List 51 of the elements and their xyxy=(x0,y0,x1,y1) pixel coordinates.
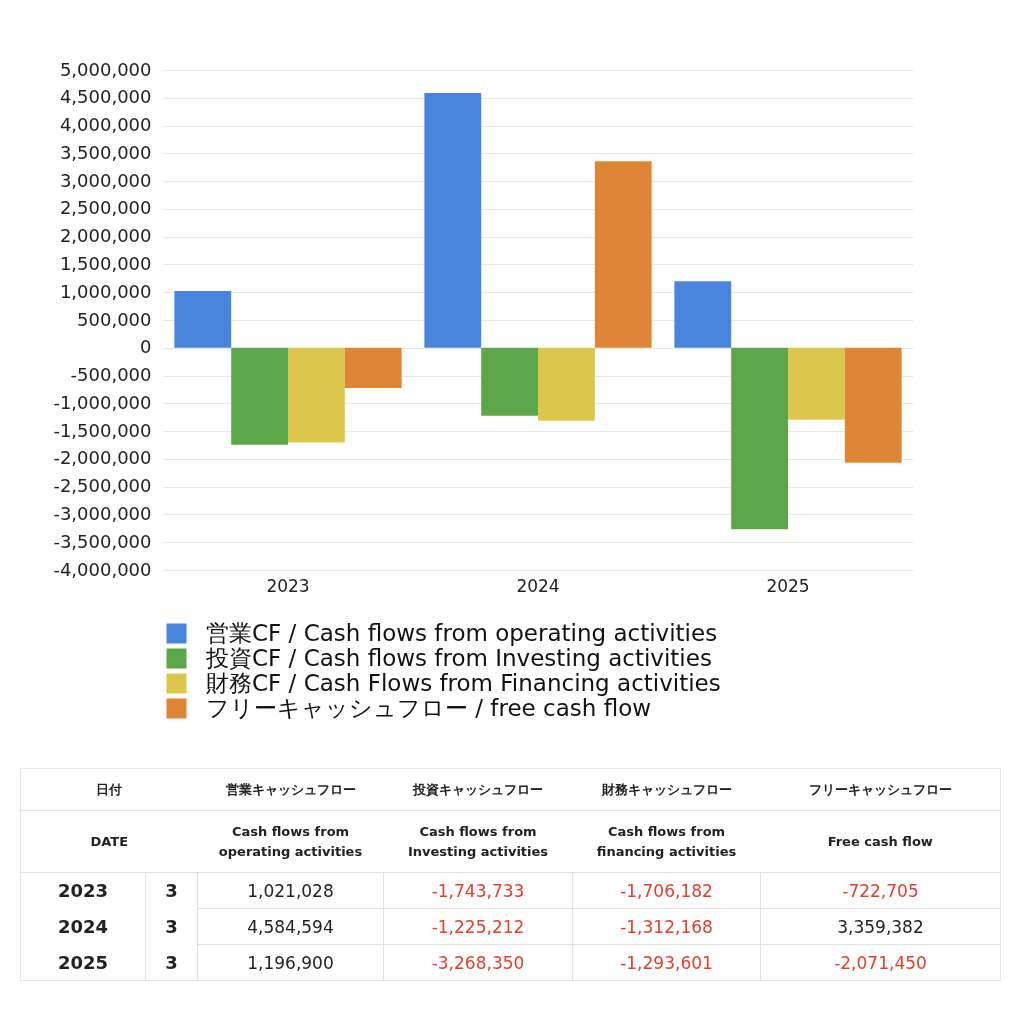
y-tick-label: -2,000,000 xyxy=(53,447,152,469)
legend-label: 営業CF / Cash flows from operating activities xyxy=(206,619,718,646)
y-tick-label: 2,000,000 xyxy=(59,225,152,247)
text: -1,312,168 xyxy=(572,908,761,945)
y-tick-label: 4,000,000 xyxy=(59,114,152,136)
text: 日付 xyxy=(20,768,198,811)
text: DATE xyxy=(20,810,198,873)
category-label: 2023 xyxy=(57,880,109,902)
x-tick-label: 2023 xyxy=(266,575,310,596)
text: 財務キャッシュフロー xyxy=(572,768,761,811)
text: -1,743,733 xyxy=(383,872,573,909)
text: -1,293,601 xyxy=(572,944,761,981)
y-tick-label: -2,500,000 xyxy=(53,475,152,497)
text: 4,584,594 xyxy=(197,908,384,945)
y-tick-label: -1,500,000 xyxy=(53,419,152,441)
text: Free cash flow xyxy=(760,810,1001,873)
y-tick-label: 1,000,000 xyxy=(59,280,152,302)
y-tick-label: 0 xyxy=(140,336,152,358)
y-tick-label: 3,500,000 xyxy=(59,141,152,163)
y-tick-label: -3,000,000 xyxy=(53,502,152,524)
text: 3 xyxy=(145,944,198,981)
category-label: 2024 xyxy=(57,916,109,937)
y-tick-label: -500,000 xyxy=(70,364,152,386)
category-label: 2025 xyxy=(57,951,109,973)
text: 1,196,900 xyxy=(197,944,384,981)
text: 営業キャッシュフロー xyxy=(197,768,384,811)
text: -1,225,212 xyxy=(383,908,573,945)
text: 投資キャッシュフロー xyxy=(383,768,573,811)
y-tick-label: -1,000,000 xyxy=(53,391,152,413)
text: -3,268,350 xyxy=(383,944,573,981)
y-tick-label: -4,000,000 xyxy=(53,558,152,580)
y-tick-label: 5,000,000 xyxy=(59,58,152,80)
text: 3,359,382 xyxy=(760,908,1001,945)
y-tick-label: 3,000,000 xyxy=(59,169,152,191)
x-tick-label: 2024 xyxy=(516,575,560,596)
y-tick-label: 2,500,000 xyxy=(59,197,152,219)
text: -1,706,182 xyxy=(572,872,761,909)
text: Cash flows from operating activities xyxy=(197,810,384,873)
y-tick-label: 4,500,000 xyxy=(59,86,152,108)
text: -722,705 xyxy=(760,872,1001,909)
text: 1,021,028 xyxy=(197,872,384,909)
text: -2,071,450 xyxy=(760,944,1001,981)
y-tick-label: -3,500,000 xyxy=(53,530,152,552)
text: 3 xyxy=(145,872,198,909)
x-tick-label: 2025 xyxy=(766,575,810,596)
y-tick-label: 500,000 xyxy=(77,308,152,330)
text: フリーキャッシュフロー xyxy=(760,768,1001,811)
text: Cash flows from financing activities xyxy=(572,810,761,873)
text: 3 xyxy=(145,908,198,945)
y-tick-label: 1,500,000 xyxy=(59,252,152,274)
text: Cash flows from Investing activities xyxy=(383,810,573,873)
